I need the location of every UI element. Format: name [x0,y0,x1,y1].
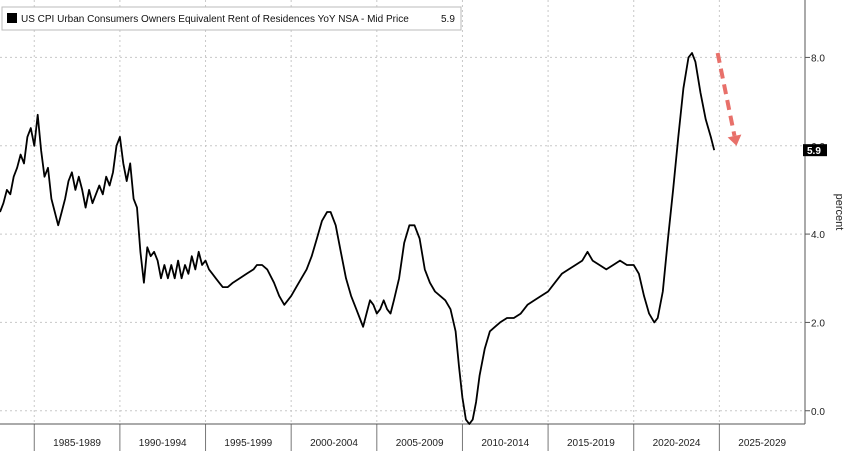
y-tick-label: 4.0 [811,230,825,241]
x-tick-label: 1985-1989 [53,438,101,449]
annotation-arrow-shaft [715,52,737,137]
x-tick-label: 2025-2029 [738,438,786,449]
x-tick-label: 1990-1994 [139,438,187,449]
chart-series [0,52,716,425]
legend-swatch [7,13,17,23]
x-tick-label: 2000-2004 [310,438,358,449]
x-tick-label: 2020-2024 [653,438,701,449]
x-tick-label: 2010-2014 [481,438,529,449]
legend-value: 5.9 [441,14,455,25]
chart-annotations [715,52,742,146]
y-tick-label: 0.0 [811,407,825,418]
chart-grid [0,0,805,424]
legend-box [1,6,462,31]
y-axis-label: percent [833,194,845,231]
last-value-badge [803,144,827,157]
x-tick-label: 1995-1999 [224,438,272,449]
y-tick-label: 2.0 [811,318,825,329]
annotation-arrow-head [727,134,742,146]
x-tick-label: 2005-2009 [396,438,444,449]
last-value-label: 5.9 [807,146,821,157]
chart-legend: US CPI Urban Consumers Owners Equivalent… [1,6,462,31]
legend-label: US CPI Urban Consumers Owners Equivalent… [21,14,409,25]
y-tick-label: 8.0 [811,53,825,64]
series-line [0,52,716,425]
x-tick-label: 2015-2019 [567,438,615,449]
